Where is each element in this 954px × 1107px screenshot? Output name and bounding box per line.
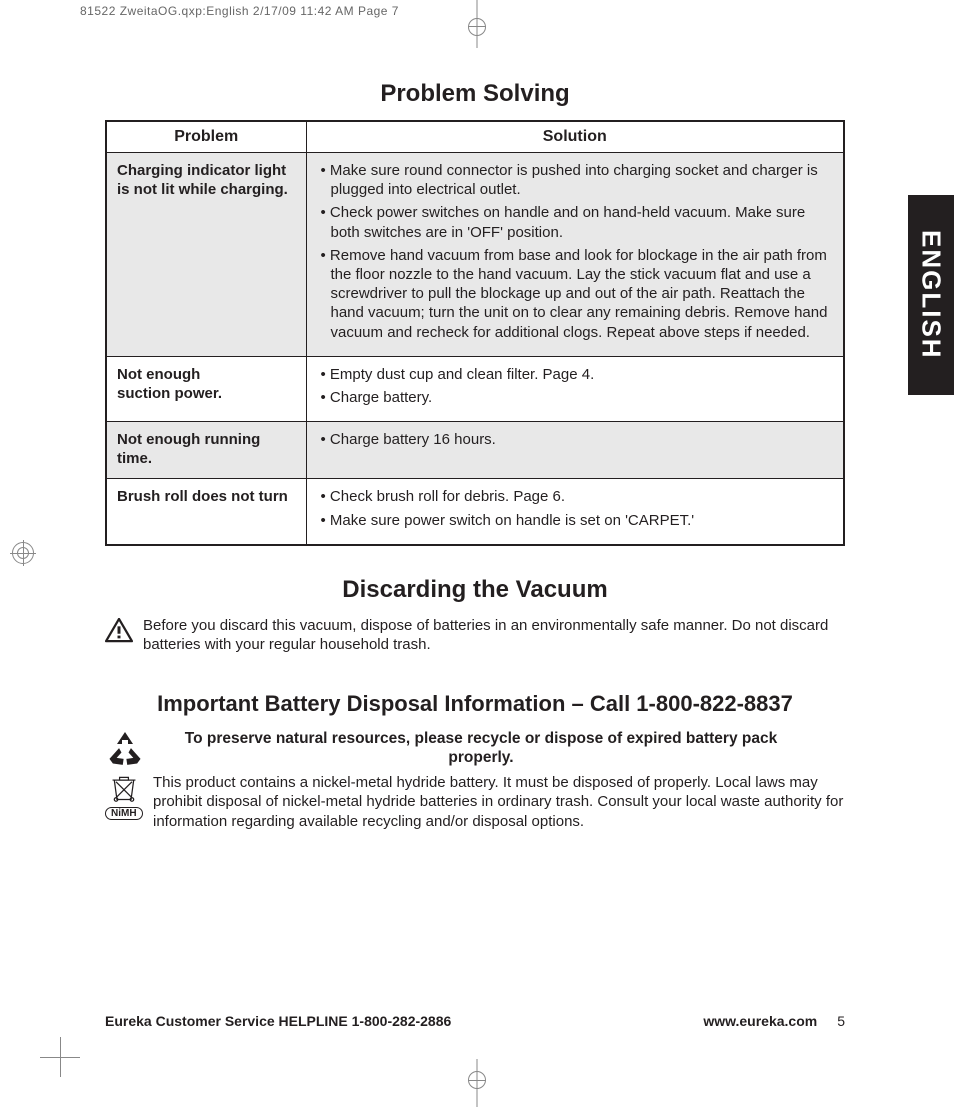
problem-cell: Charging indicator light is not lit whil… <box>106 153 306 357</box>
registration-mark <box>10 540 36 566</box>
battery-body-text: This product contains a nickel-metal hyd… <box>153 773 845 832</box>
footer-url: www.eureka.com <box>703 1013 817 1029</box>
table-row: Brush roll does not turnCheck brush roll… <box>106 479 844 545</box>
section-title-problem-solving: Problem Solving <box>105 80 845 108</box>
solution-cell: Make sure round connector is pushed into… <box>306 153 844 357</box>
crop-mark <box>468 1071 486 1089</box>
solution-cell: Charge battery 16 hours. <box>306 422 844 479</box>
footer-page-number: 5 <box>837 1013 845 1029</box>
col-header-problem: Problem <box>106 121 306 153</box>
section-title-battery: Important Battery Disposal Information –… <box>105 691 845 717</box>
nimh-label: NiMH <box>105 807 143 820</box>
problem-cell: Not enough running time. <box>106 422 306 479</box>
solution-item: Make sure round connector is pushed into… <box>317 161 834 199</box>
discarding-text: Before you discard this vacuum, dispose … <box>143 616 845 655</box>
warning-icon <box>105 618 133 643</box>
problem-cell: Not enoughsuction power. <box>106 356 306 421</box>
language-tab: ENGLISH <box>908 195 954 395</box>
problem-solving-table: Problem Solution Charging indicator ligh… <box>105 120 845 546</box>
solution-item: Charge battery. <box>317 388 834 407</box>
preserve-text: To preserve natural resources, please re… <box>157 729 845 768</box>
solution-cell: Check brush roll for debris. Page 6. Make… <box>306 479 844 545</box>
section-title-discarding: Discarding the Vacuum <box>105 576 845 604</box>
solution-item: Charge battery 16 hours. <box>317 430 834 449</box>
slug-line: 81522 ZweitaOG.qxp:English 2/17/09 11:42… <box>80 4 399 18</box>
solution-item: Remove hand vacuum from base and look fo… <box>317 246 834 342</box>
footer-helpline: Eureka Customer Service HELPLINE 1-800-2… <box>105 1013 451 1029</box>
table-row: Not enoughsuction power.Empty dust cup a… <box>106 356 844 421</box>
page-footer: Eureka Customer Service HELPLINE 1-800-2… <box>105 1013 845 1029</box>
solution-item: Check power switches on handle and on ha… <box>317 203 834 241</box>
solution-item: Empty dust cup and clean filter. Page 4. <box>317 365 834 384</box>
col-header-solution: Solution <box>306 121 844 153</box>
recycle-icon <box>105 729 145 769</box>
problem-cell: Brush roll does not turn <box>106 479 306 545</box>
solution-cell: Empty dust cup and clean filter. Page 4.… <box>306 356 844 421</box>
crop-mark <box>468 18 486 36</box>
table-row: Not enough running time. Charge battery 1… <box>106 422 844 479</box>
table-row: Charging indicator light is not lit whil… <box>106 153 844 357</box>
solution-item: Check brush roll for debris. Page 6. <box>317 487 834 506</box>
battery-bin-icon: NiMH <box>105 773 143 821</box>
corner-crop-mark <box>40 1037 80 1077</box>
language-tab-label: ENGLISH <box>916 230 947 360</box>
solution-item: Make sure power switch on handle is set … <box>317 511 834 530</box>
